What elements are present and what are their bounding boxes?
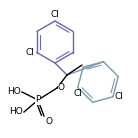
Text: Cl: Cl bbox=[51, 10, 59, 19]
Text: P: P bbox=[35, 95, 41, 104]
Text: O: O bbox=[45, 117, 52, 126]
Text: HO: HO bbox=[7, 87, 21, 96]
Text: Cl: Cl bbox=[73, 89, 82, 98]
Text: Cl: Cl bbox=[115, 92, 124, 101]
Text: HO: HO bbox=[9, 108, 23, 116]
Text: Cl: Cl bbox=[26, 48, 35, 57]
Text: O: O bbox=[58, 83, 65, 92]
